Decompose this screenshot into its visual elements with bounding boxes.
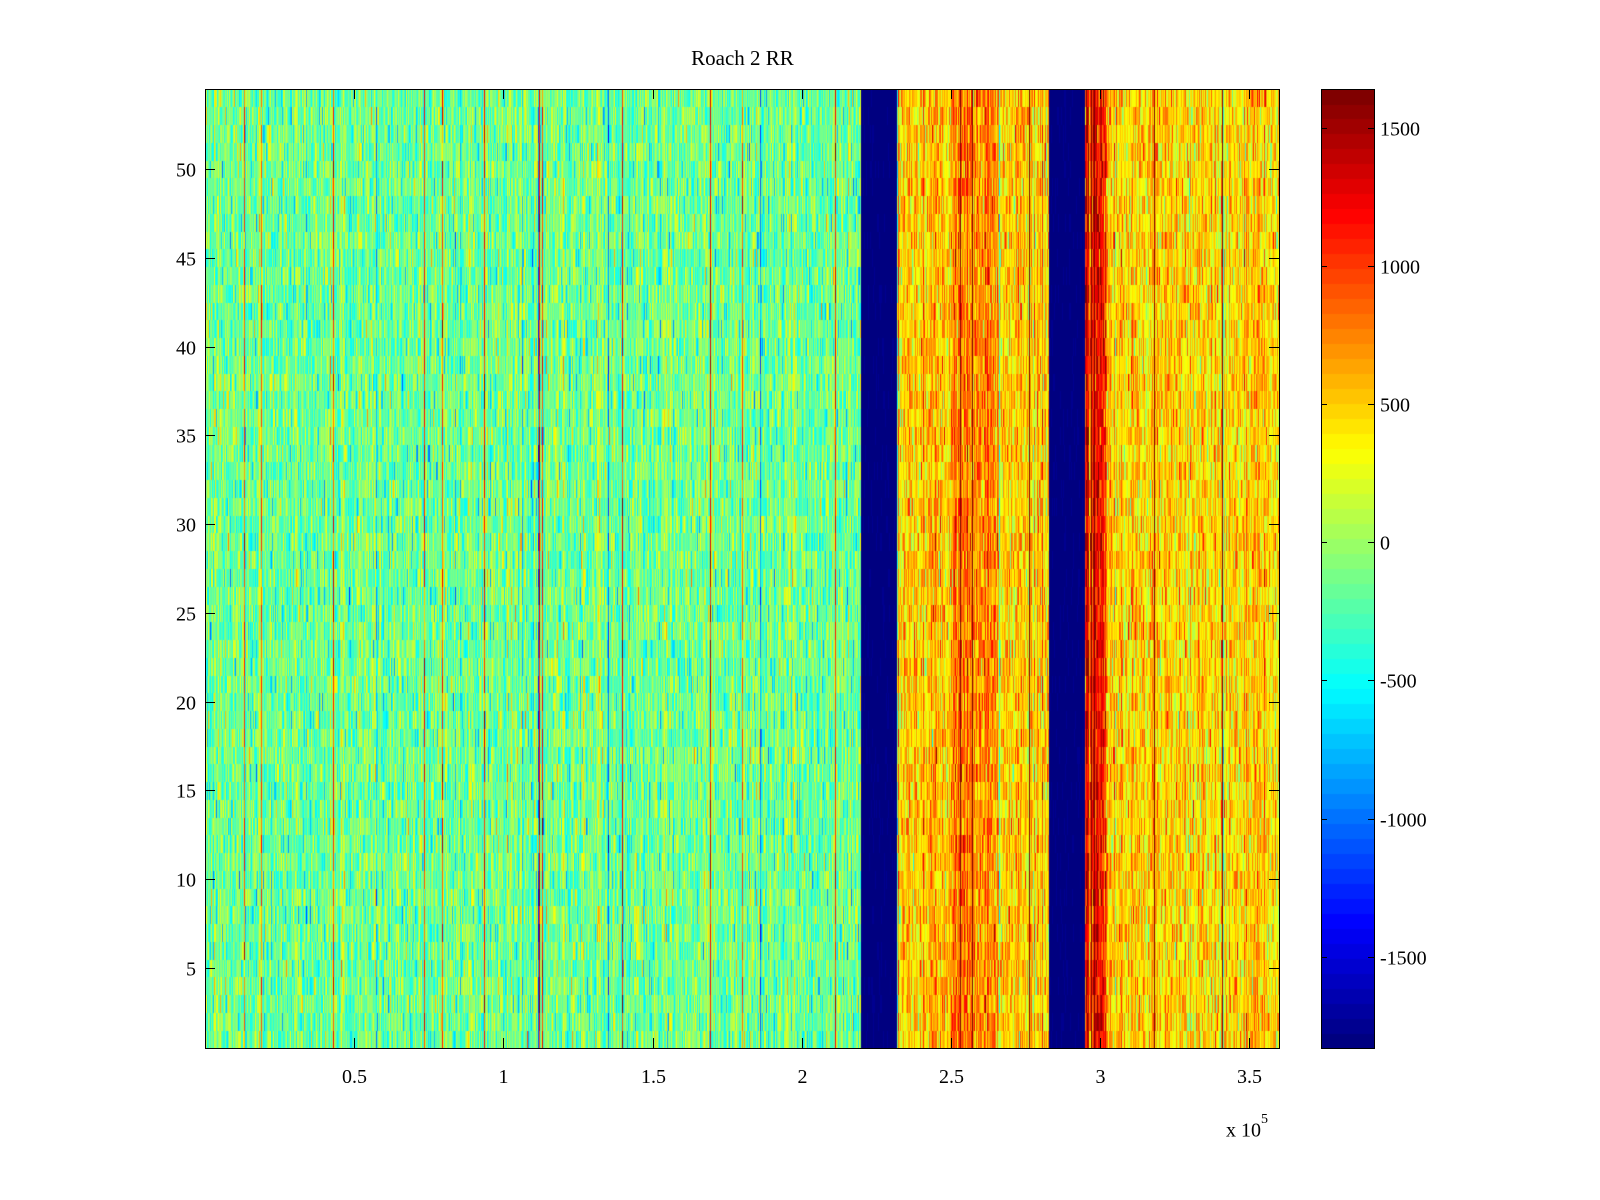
- x-tick-label: 1.5: [641, 1066, 666, 1088]
- x-tick-label: 3.5: [1237, 1066, 1262, 1088]
- y-tick-label: 35: [176, 426, 196, 448]
- colorbar-tick-label: 500: [1380, 395, 1410, 417]
- x-tick-label: 2: [798, 1066, 808, 1088]
- x-scale-exponent: 5: [1261, 1112, 1268, 1127]
- chart-title: Roach 2 RR: [691, 46, 794, 70]
- y-tick-label: 30: [176, 515, 196, 537]
- y-tick-label: 20: [176, 693, 196, 715]
- y-tick-label: 25: [176, 604, 196, 626]
- x-tick-label: 1: [499, 1066, 509, 1088]
- x-axis-exponent-label: x 105: [1226, 1112, 1268, 1143]
- colorbar-frame: [1321, 89, 1375, 1049]
- colorbar-tick-label: -500: [1380, 671, 1417, 693]
- y-tick-label: 15: [176, 781, 196, 803]
- y-tick-label: 10: [176, 870, 196, 892]
- colorbar-tick-label: 1500: [1380, 119, 1420, 141]
- y-tick-label: 5: [186, 959, 196, 981]
- colorbar-tick-label: -1500: [1380, 948, 1427, 970]
- heatmap-image: [205, 89, 1279, 1048]
- x-tick-label: 3: [1096, 1066, 1106, 1088]
- y-tick-label: 50: [176, 160, 196, 182]
- colorbar-tick-label: 1000: [1380, 257, 1420, 279]
- x-scale-label: x 10: [1226, 1119, 1261, 1142]
- x-tick-label: 0.5: [342, 1066, 367, 1088]
- y-tick-label: 40: [176, 338, 196, 360]
- y-tick-label: 45: [176, 249, 196, 271]
- x-tick-label: 2.5: [939, 1066, 964, 1088]
- plot-frame: [205, 89, 1280, 1049]
- colorbar-image: [1321, 89, 1374, 1048]
- colorbar-tick-label: 0: [1380, 533, 1390, 555]
- colorbar-tick-label: -1000: [1380, 810, 1427, 832]
